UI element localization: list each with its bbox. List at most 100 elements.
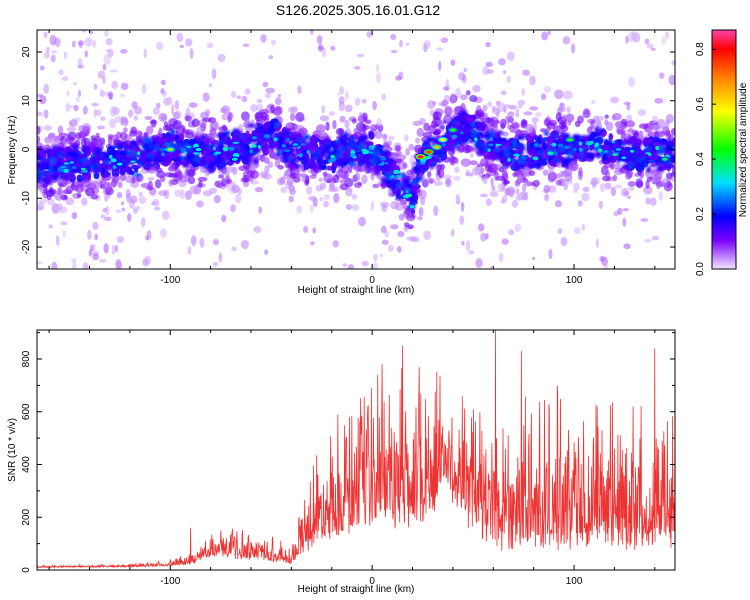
spectrogram-noise-blob: [89, 30, 93, 35]
spectrogram-band-blob: [66, 126, 77, 132]
spectrogram-speckle: [286, 137, 290, 142]
spectrogram-band-blob: [328, 111, 335, 117]
spectrogram-ridge-blob: [396, 193, 403, 200]
spectrogram-noise-blob: [486, 69, 494, 74]
spectrogram-band-blob: [174, 170, 184, 181]
spectrogram-ridge-blob: [171, 154, 176, 159]
spectrogram-band-blob: [472, 166, 481, 176]
spectrogram-speckle: [330, 154, 335, 159]
spectrogram-band-blob: [187, 176, 196, 185]
spectrogram-noise-blob: [438, 61, 442, 71]
x-tick-label: 0: [369, 576, 375, 587]
spectrogram-band-blob: [208, 187, 218, 195]
spectrogram-speckle: [327, 159, 333, 163]
spectrogram-ridge-blob: [507, 148, 513, 154]
spectrogram-bright-core: [425, 150, 432, 154]
spectrogram-band-blob: [49, 186, 54, 197]
spectrogram-noise-blob: [92, 39, 97, 48]
spectrogram-noise-blob: [73, 104, 79, 112]
spectrogram-ridge-blob: [267, 144, 273, 150]
spectrogram-band-blob: [338, 101, 345, 112]
spectrogram-ridge-blob: [200, 134, 206, 140]
colorbar-tick-label: 0.8: [695, 42, 706, 56]
spectrogram-band-blob: [608, 133, 614, 141]
spectrogram-noise-blob: [478, 223, 485, 232]
spectrogram-band-blob: [442, 86, 449, 91]
spectrogram-ridge-blob: [594, 126, 600, 133]
spectrogram-ridge-blob: [183, 155, 192, 160]
spectrogram-noise-blob: [212, 238, 220, 246]
spectrogram-band-blob: [398, 161, 408, 171]
spectrogram-ridge-blob: [623, 147, 632, 152]
spectrogram-ridge-blob: [460, 118, 466, 127]
spectrogram-noise-blob: [603, 265, 609, 269]
spectrogram-ridge-blob: [98, 156, 107, 161]
spectrogram-noise-blob: [37, 260, 42, 265]
spectrogram-band-blob: [119, 131, 128, 141]
spectrogram-speckle: [110, 158, 117, 163]
spectrogram-band-blob: [496, 102, 506, 113]
spectrogram-ridge-blob: [122, 167, 130, 171]
spectrogram-noise-blob: [127, 212, 132, 222]
spectrogram-noise-blob: [353, 65, 361, 70]
spectrogram-band-blob: [276, 177, 286, 186]
spectrogram-speckle: [470, 134, 475, 138]
colorbar: 0.0 0.2 0.4 0.6 0.8 Normalized spectral ampl…: [695, 29, 749, 276]
spectrogram-band-blob: [590, 176, 600, 185]
spectrogram-bright-core: [116, 162, 123, 166]
spectrogram-band-blob: [43, 124, 53, 131]
spectrogram-speckle: [380, 156, 386, 161]
spectrogram-noise-blob: [485, 41, 491, 48]
spectrogram-noise-blob: [104, 30, 109, 37]
spectrogram-ridge-blob: [387, 182, 397, 190]
spectrogram-band-blob: [37, 135, 41, 144]
spectrogram-band-blob: [562, 90, 573, 100]
spectrogram-noise-blob: [316, 34, 323, 45]
spectrogram-ridge-blob: [281, 129, 290, 138]
spectrogram-band-blob: [344, 104, 353, 113]
spectrogram-band-blob: [582, 186, 590, 193]
spectrogram-noise-blob: [51, 50, 58, 54]
spectrogram-band-blob: [372, 100, 377, 111]
spectrogram-band-blob: [254, 186, 264, 193]
spectrogram-ridge-blob: [54, 146, 62, 151]
spectrogram-ridge-blob: [653, 137, 661, 142]
spectrogram-band-blob: [500, 198, 505, 204]
spectrogram-bright-core: [661, 157, 668, 161]
spectrogram-speckle: [378, 163, 382, 166]
spectrogram-ridge-blob: [646, 166, 651, 173]
spectrogram-ridge-blob: [95, 148, 102, 157]
spectrogram-band-blob: [612, 174, 618, 182]
spectrogram-ridge-blob: [41, 162, 47, 169]
spectrogram-noise-blob: [244, 88, 251, 95]
spectrogram-band-blob: [480, 158, 489, 166]
spectrogram-band-blob: [76, 193, 82, 198]
spectrogram-speckle: [384, 161, 389, 165]
spectrogram-band-blob: [341, 164, 349, 175]
spectrogram-ridge-blob: [100, 167, 106, 175]
spectrogram-noise-blob: [120, 201, 125, 206]
spectrogram-noise-blob: [650, 47, 656, 51]
spectrogram-ridge-blob: [70, 150, 78, 158]
spectrogram-noise-blob: [445, 79, 450, 86]
spectrogram-noise-blob: [506, 51, 515, 61]
spectrogram-noise-blob: [162, 210, 170, 221]
x-tick-label: 100: [566, 576, 583, 587]
spectrogram-noise-blob: [91, 102, 99, 107]
spectrogram-band-blob: [635, 178, 643, 188]
spectrogram-noise-blob: [376, 64, 380, 73]
spectrogram-band-blob: [227, 111, 233, 122]
spectrogram-band-blob: [486, 116, 491, 125]
spectrogram-ridge-blob: [123, 158, 132, 165]
spectrogram-noise-blob: [451, 228, 455, 237]
spectrogram-noise-blob: [43, 31, 48, 38]
spectrogram-band-blob: [145, 125, 154, 135]
spectrogram-noise-blob: [162, 90, 167, 98]
spectrogram-noise-blob: [396, 246, 402, 253]
spectrogram-noise-blob: [408, 143, 415, 151]
spectrogram-band-blob: [57, 125, 64, 135]
spectrogram-noise-blob: [514, 223, 522, 232]
spectrogram-ridge-blob: [39, 177, 48, 182]
spectrogram-blobs: [37, 30, 675, 269]
